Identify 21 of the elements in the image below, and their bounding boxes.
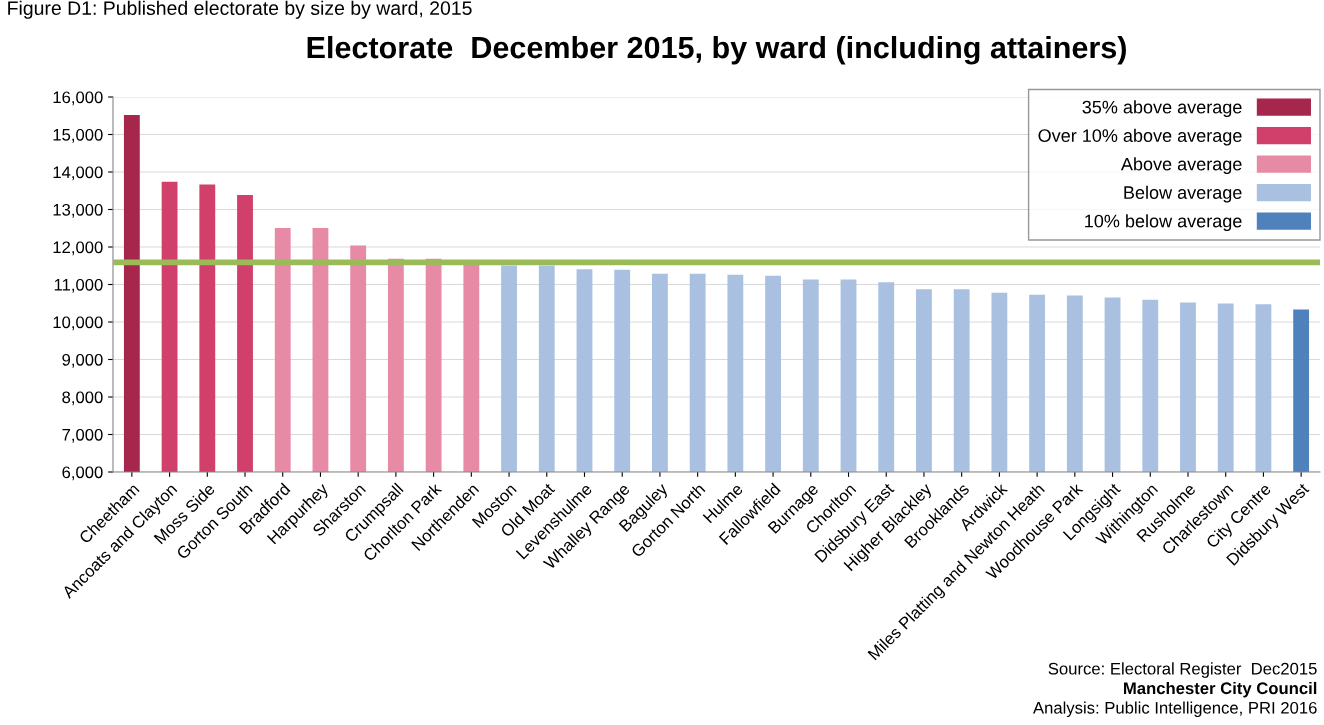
legend-label: Over 10% above average (1038, 128, 1242, 146)
y-tick-label: 8,000 (62, 391, 103, 406)
y-tick-label: 6,000 (62, 466, 103, 481)
y-tick-label: 10,000 (53, 316, 103, 331)
chart-title: Electorate December 2015, by ward (including attainers) (307, 35, 1126, 65)
caption: Figure D1: Published electorate by size by ward, 2015 (8, 0, 472, 19)
text: Manchester City Council (1124, 681, 1317, 698)
legend-label: Above average (1120, 157, 1242, 175)
y-tick-label: 7,000 (62, 428, 103, 443)
y-tick-label: 11,000 (54, 278, 103, 293)
y-tick-label: 13,000 (53, 203, 103, 218)
y-tick-label: 14,000 (53, 166, 103, 181)
legend-label: 35% above average (1082, 100, 1242, 118)
y-tick-label: 15,000 (53, 128, 103, 143)
source-note: Source: Electoral Register Dec2015 (1048, 662, 1317, 678)
y-tick-label: 12,000 (53, 241, 103, 256)
text: Analysis: Public Intelligence, PRI 2016 (1033, 701, 1317, 718)
y-tick-label: 9,000 (62, 353, 103, 368)
y-tick-label: 16,000 (53, 91, 103, 106)
legend-label: Below average (1124, 185, 1242, 203)
legend-label: 10% below average (1085, 214, 1242, 232)
